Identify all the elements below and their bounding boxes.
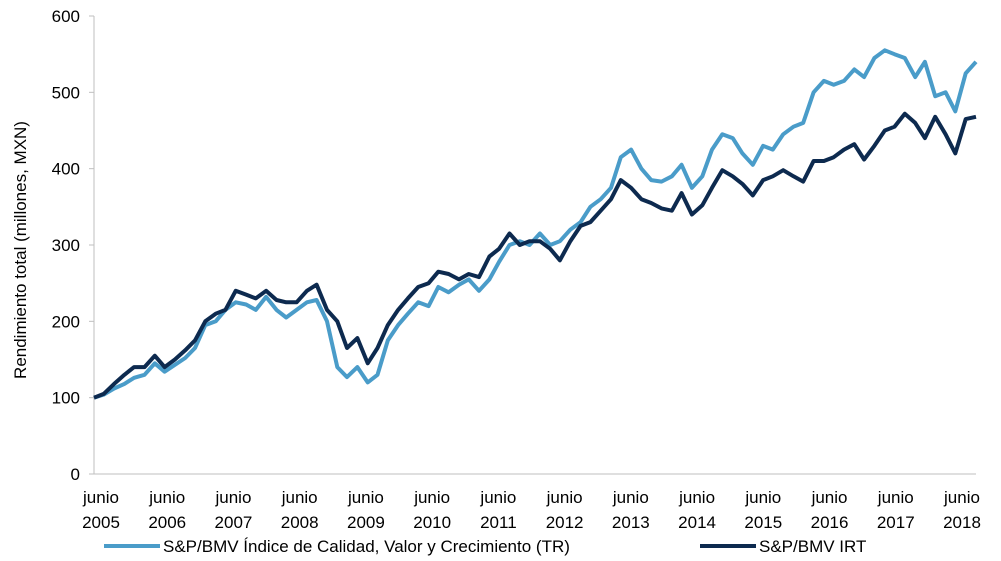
x-tick-label-month: junio: [877, 488, 914, 507]
x-tick-label-month: junio: [678, 488, 715, 507]
y-tick-label: 200: [52, 312, 80, 331]
y-axis-ticks: 0 100 200 300 400 500 600: [52, 7, 94, 484]
x-tick-label-year: 2018: [943, 513, 981, 532]
y-tick-label: 300: [52, 236, 80, 255]
x-tick-label-month: junio: [612, 488, 649, 507]
legend-label-irt: S&P/BMV IRT: [759, 537, 866, 556]
x-tick-label-year: 2010: [413, 513, 451, 532]
x-tick-label-month: junio: [215, 488, 252, 507]
y-tick-label: 600: [52, 7, 80, 26]
x-tick-label-month: junio: [413, 488, 450, 507]
y-tick-label: 400: [52, 160, 80, 179]
x-tick-label-year: 2011: [480, 513, 517, 532]
x-tick-label-month: junio: [82, 488, 119, 507]
x-tick-label-year: 2015: [744, 513, 782, 532]
y-tick-label: 0: [71, 465, 80, 484]
y-axis-title: Rendimiento total (millones, MXN): [11, 121, 30, 379]
x-tick-label-month: junio: [811, 488, 848, 507]
x-tick-label-year: 2017: [877, 513, 915, 532]
y-tick-label: 100: [52, 389, 80, 408]
x-tick-label-month: junio: [744, 488, 781, 507]
x-tick-label-year: 2005: [82, 513, 120, 532]
series-lines: [93, 48, 978, 400]
x-tick-label-month: junio: [281, 488, 318, 507]
x-tick-label-month: junio: [479, 488, 516, 507]
x-tick-label-year: 2006: [148, 513, 186, 532]
x-tick-label-month: junio: [943, 488, 980, 507]
x-tick-label-year: 2008: [281, 513, 319, 532]
x-axis-ticks: junio 2005 junio 2006 junio 2007 junio 2008 juni…: [82, 488, 981, 532]
x-tick-label-month: junio: [546, 488, 583, 507]
legend-label-calidad: S&P/BMV Índice de Calidad, Valor y Creci…: [163, 537, 570, 556]
x-tick-label-year: 2016: [811, 513, 849, 532]
x-tick-label-month: junio: [347, 488, 384, 507]
legend: S&P/BMV Índice de Calidad, Valor y Creci…: [104, 537, 866, 556]
x-tick-label-year: 2014: [678, 513, 716, 532]
x-tick-label-year: 2012: [546, 513, 584, 532]
x-tick-label-year: 2007: [215, 513, 253, 532]
x-tick-label-year: 2009: [347, 513, 385, 532]
series-line-irt: [93, 111, 977, 400]
y-tick-label: 500: [52, 83, 80, 102]
x-tick-label-month: junio: [148, 488, 185, 507]
x-tick-label-year: 2013: [612, 513, 650, 532]
series-line-calidad: [93, 48, 978, 400]
